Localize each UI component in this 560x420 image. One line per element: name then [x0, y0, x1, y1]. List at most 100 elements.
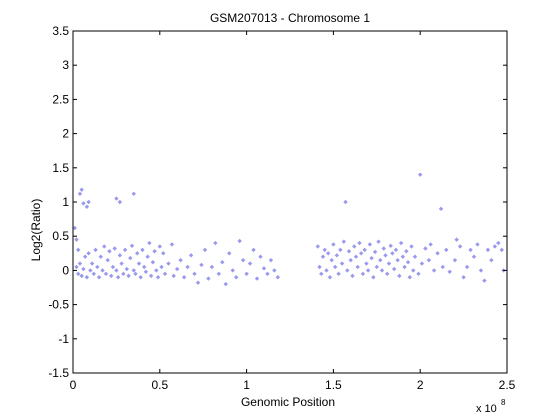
data-point: [240, 257, 246, 263]
data-point: [233, 275, 239, 280]
data-point: [72, 225, 77, 231]
data-point: [195, 280, 201, 285]
data-point: [115, 275, 121, 280]
data-point: [418, 172, 423, 177]
data-point: [447, 269, 452, 274]
data-point: [102, 244, 107, 249]
data-point: [81, 266, 86, 272]
data-point: [371, 275, 376, 280]
data-point: [74, 264, 79, 270]
y-tick-label: 3: [62, 58, 69, 72]
data-point: [135, 251, 140, 256]
y-tick-label: 0: [62, 263, 69, 277]
data-point: [258, 254, 263, 259]
data-point: [110, 264, 116, 270]
data-point: [169, 242, 175, 247]
data-point: [143, 269, 149, 274]
data-point: [79, 273, 84, 279]
data-point: [108, 273, 114, 279]
data-point: [100, 268, 105, 273]
data-point: [247, 261, 253, 266]
data-point: [244, 271, 249, 277]
data-point: [162, 271, 168, 277]
data-point: [345, 268, 350, 273]
data-point: [496, 240, 501, 246]
data-point: [428, 242, 433, 247]
chart-title: GSM207013 - Chromosome 1: [210, 11, 370, 25]
data-point: [435, 251, 440, 256]
x-tick-label: 0: [70, 378, 77, 392]
data-point: [376, 239, 381, 244]
data-point: [390, 251, 395, 256]
x-tick-label: 1: [243, 378, 250, 392]
data-point: [405, 259, 411, 265]
data-point: [402, 264, 407, 270]
data-point: [105, 257, 110, 263]
data-point: [122, 247, 128, 253]
plot-area: [73, 31, 507, 373]
data-point: [237, 238, 242, 244]
data-point: [391, 266, 397, 272]
data-point: [150, 259, 156, 265]
data-point: [272, 268, 277, 273]
data-point: [129, 243, 135, 248]
data-point: [138, 275, 143, 280]
x-axis-ticks: 0 0.5 1 1.5 2 2.5: [70, 31, 516, 392]
data-point: [353, 254, 359, 259]
data-point: [128, 255, 133, 261]
data-point: [185, 264, 190, 270]
data-point: [84, 275, 90, 280]
data-point: [385, 271, 390, 277]
x-tick-label: 1.5: [325, 378, 342, 392]
data-point: [216, 271, 222, 277]
data-point: [334, 253, 340, 258]
data-point: [499, 247, 504, 253]
data-point: [223, 281, 228, 287]
data-point: [485, 247, 491, 253]
data-point: [81, 201, 86, 206]
data-point: [114, 196, 119, 201]
y-tick-label: 1.5: [52, 161, 69, 175]
data-point: [358, 251, 364, 256]
data-point: [157, 244, 162, 249]
data-point: [329, 257, 334, 263]
data-point: [348, 257, 353, 263]
data-point: [202, 247, 208, 253]
data-point: [155, 275, 161, 280]
data-point: [107, 249, 112, 254]
data-point: [350, 273, 355, 279]
data-point: [119, 261, 124, 266]
data-point: [147, 240, 152, 246]
data-point: [199, 262, 204, 268]
data-point: [117, 199, 123, 205]
x-tick-label: 2.5: [499, 378, 516, 392]
data-point: [251, 247, 256, 253]
data-point: [171, 273, 176, 279]
data-point: [86, 199, 91, 205]
data-point: [383, 253, 388, 258]
data-point: [213, 240, 218, 246]
data-point: [322, 247, 327, 253]
data-point: [268, 257, 274, 263]
data-point: [154, 268, 159, 273]
data-point: [131, 191, 136, 196]
data-point: [339, 261, 345, 266]
data-point: [386, 261, 392, 266]
data-point: [381, 246, 386, 251]
data-point: [471, 254, 477, 259]
data-point: [374, 264, 379, 270]
data-point: [76, 271, 81, 277]
data-point: [89, 261, 95, 266]
data-point: [178, 257, 183, 263]
data-point: [126, 273, 131, 279]
y-tick-label: -1: [58, 332, 69, 346]
data-point: [161, 251, 166, 256]
y-axis-label: Log2(Ratio): [29, 199, 43, 262]
data-point: [95, 264, 100, 270]
data-points: [72, 172, 506, 287]
y-tick-label: -0.5: [48, 298, 69, 312]
data-point: [181, 275, 187, 280]
data-point: [192, 271, 197, 277]
data-point: [378, 257, 383, 263]
data-point: [98, 254, 103, 259]
